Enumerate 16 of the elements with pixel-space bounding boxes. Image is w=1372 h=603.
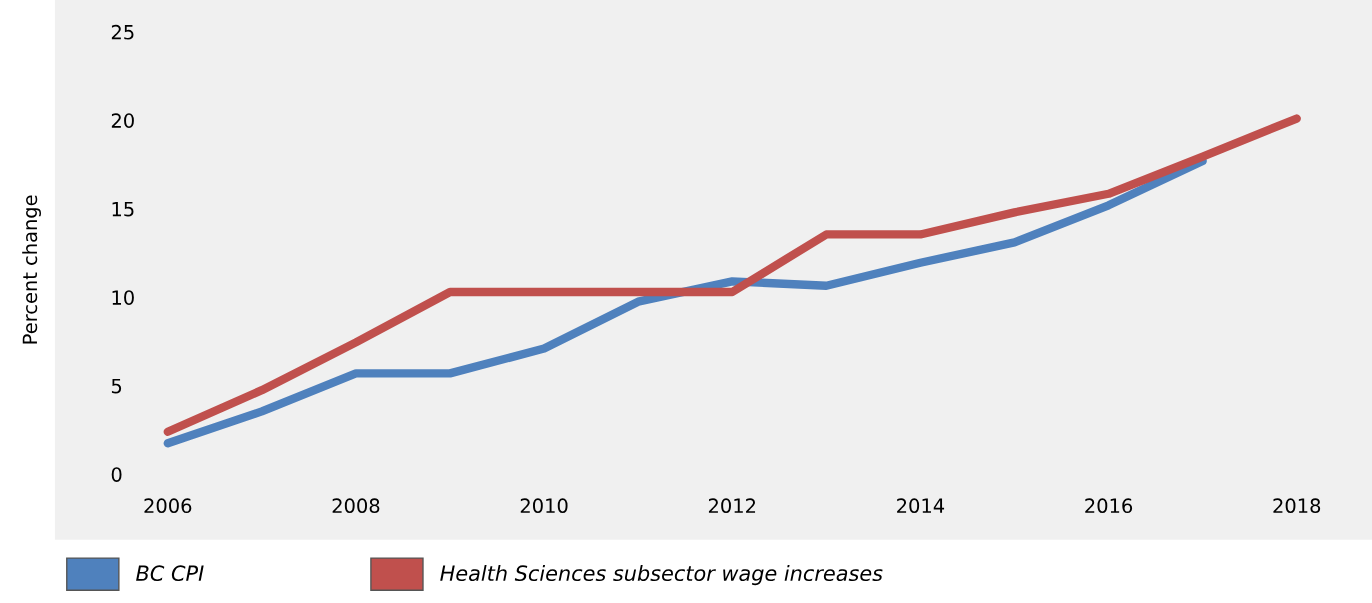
legend-label: Health Sciences subsector wage increases bbox=[440, 564, 883, 586]
y-tick-label: 10 bbox=[112, 290, 134, 305]
x-tick-label: 2012 bbox=[708, 498, 756, 514]
legend-label: BC CPI bbox=[136, 565, 204, 582]
y-tick-label: 25 bbox=[111, 24, 134, 40]
y-tick-label: 0 bbox=[111, 467, 122, 482]
y-tick-label: 20 bbox=[111, 113, 134, 128]
x-tick-label: 2008 bbox=[332, 498, 380, 514]
y-tick-label: 5 bbox=[111, 378, 122, 394]
x-tick-label: 2014 bbox=[897, 498, 945, 514]
x-tick-label: 2018 bbox=[1273, 498, 1321, 514]
y-tick-label: 15 bbox=[112, 202, 134, 217]
x-tick-label: 2016 bbox=[1085, 498, 1133, 514]
y-axis-title: Percent change bbox=[22, 195, 41, 344]
x-tick-label: 2006 bbox=[144, 498, 192, 514]
x-tick-label: 2010 bbox=[520, 498, 568, 514]
